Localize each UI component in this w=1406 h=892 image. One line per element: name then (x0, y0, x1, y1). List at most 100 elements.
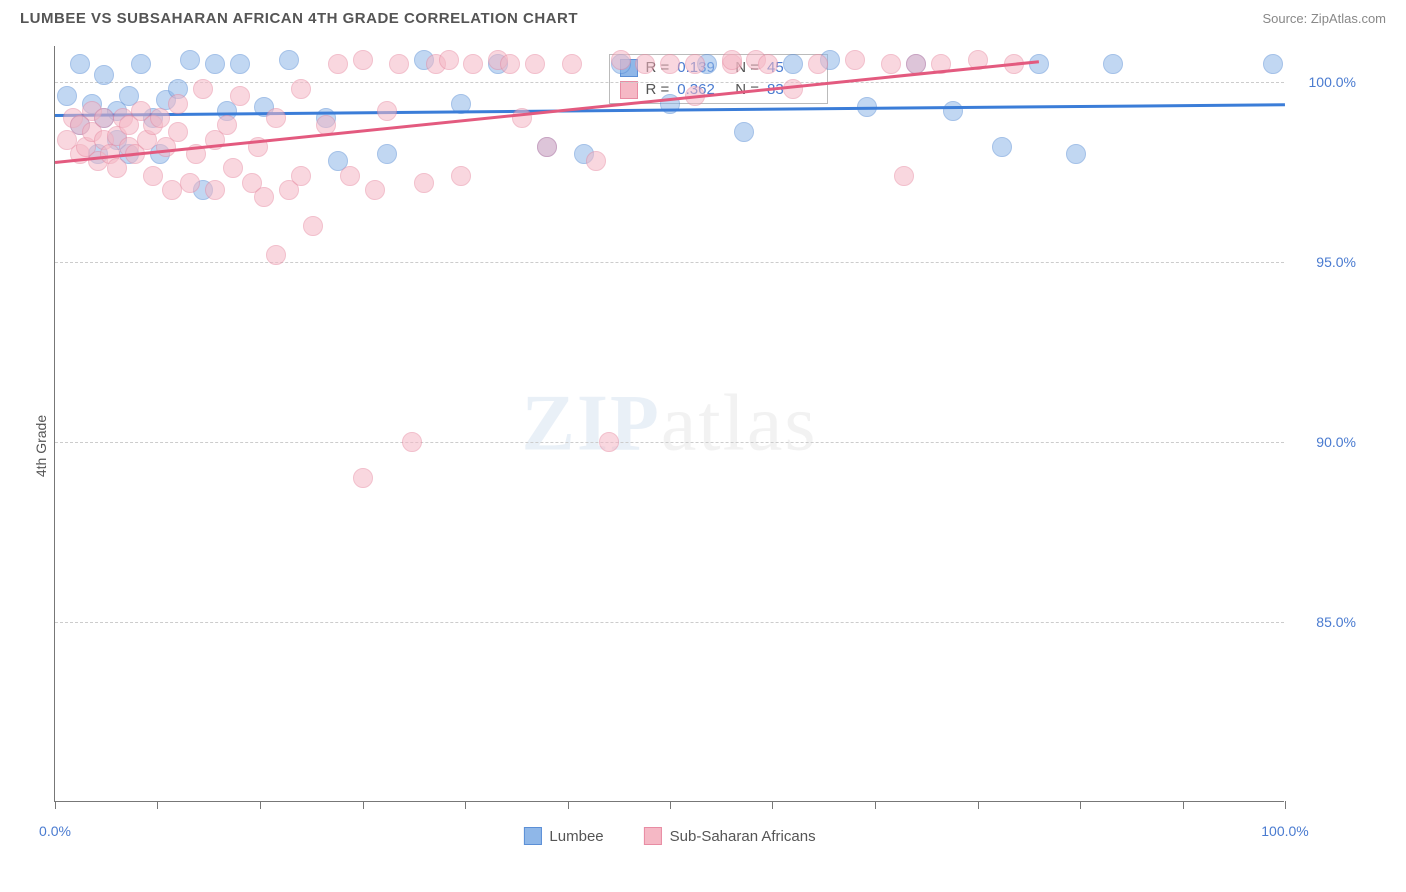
scatter-point (162, 180, 182, 200)
x-tick (772, 801, 773, 809)
scatter-point (599, 432, 619, 452)
chart-title: LUMBEE VS SUBSAHARAN AFRICAN 4TH GRADE C… (20, 10, 578, 27)
x-tick (55, 801, 56, 809)
scatter-point (279, 50, 299, 70)
scatter-point (586, 151, 606, 171)
scatter-point (94, 65, 114, 85)
scatter-point (894, 166, 914, 186)
scatter-point (635, 54, 655, 74)
scatter-point (70, 54, 90, 74)
scatter-point (266, 108, 286, 128)
scatter-point (1029, 54, 1049, 74)
gridline (55, 622, 1284, 623)
swatch-icon (523, 827, 541, 845)
scatter-point (463, 54, 483, 74)
scatter-point (223, 158, 243, 178)
x-tick (1080, 801, 1081, 809)
y-tick-label: 90.0% (1316, 434, 1356, 450)
scatter-point (57, 86, 77, 106)
gridline (55, 262, 1284, 263)
y-axis-label: 4th Grade (33, 415, 49, 477)
scatter-point (340, 166, 360, 186)
scatter-point (291, 166, 311, 186)
scatter-point (303, 216, 323, 236)
scatter-point (365, 180, 385, 200)
scatter-point (131, 54, 151, 74)
scatter-point (537, 137, 557, 157)
scatter-point (291, 79, 311, 99)
scatter-point (217, 115, 237, 135)
legend-label: Sub-Saharan Africans (670, 828, 816, 845)
swatch-icon (620, 81, 638, 99)
scatter-point (685, 54, 705, 74)
scatter-point (180, 173, 200, 193)
x-tick (1285, 801, 1286, 809)
scatter-point (943, 101, 963, 121)
x-tick (978, 801, 979, 809)
scatter-point (328, 54, 348, 74)
scatter-point (1263, 54, 1283, 74)
scatter-point (525, 54, 545, 74)
scatter-point (992, 137, 1012, 157)
scatter-point (439, 50, 459, 70)
legend: Lumbee Sub-Saharan Africans (523, 827, 815, 845)
scatter-point (353, 50, 373, 70)
scatter-point (1066, 144, 1086, 164)
scatter-point (451, 166, 471, 186)
scatter-point (783, 54, 803, 74)
scatter-point (808, 54, 828, 74)
gridline (55, 82, 1284, 83)
watermark: ZIPatlas (522, 378, 818, 469)
scatter-point (1103, 54, 1123, 74)
y-tick-label: 85.0% (1316, 614, 1356, 630)
scatter-point (205, 180, 225, 200)
scatter-point (168, 94, 188, 114)
scatter-chart: ZIPatlas R =0.139N =45R =0.362N =83 Lumb… (54, 46, 1284, 802)
scatter-point (562, 54, 582, 74)
scatter-point (402, 432, 422, 452)
scatter-point (722, 50, 742, 70)
scatter-point (512, 108, 532, 128)
scatter-point (205, 54, 225, 74)
scatter-point (107, 158, 127, 178)
scatter-point (193, 79, 213, 99)
scatter-point (180, 50, 200, 70)
x-tick (260, 801, 261, 809)
y-tick-label: 100.0% (1309, 74, 1356, 90)
x-tick (568, 801, 569, 809)
scatter-point (845, 50, 865, 70)
scatter-point (783, 79, 803, 99)
x-tick-label: 0.0% (39, 823, 71, 839)
swatch-icon (644, 827, 662, 845)
scatter-point (377, 101, 397, 121)
scatter-point (611, 50, 631, 70)
x-tick-label: 100.0% (1261, 823, 1308, 839)
scatter-point (254, 187, 274, 207)
scatter-point (143, 166, 163, 186)
y-tick-label: 95.0% (1316, 254, 1356, 270)
x-tick (1183, 801, 1184, 809)
scatter-point (230, 54, 250, 74)
scatter-point (414, 173, 434, 193)
scatter-point (150, 108, 170, 128)
scatter-point (94, 108, 114, 128)
scatter-point (881, 54, 901, 74)
scatter-point (758, 54, 778, 74)
scatter-point (660, 54, 680, 74)
chart-source: Source: ZipAtlas.com (1262, 11, 1386, 26)
x-tick (670, 801, 671, 809)
scatter-point (266, 245, 286, 265)
legend-label: Lumbee (549, 828, 603, 845)
gridline (55, 442, 1284, 443)
scatter-point (389, 54, 409, 74)
scatter-point (353, 468, 373, 488)
scatter-point (500, 54, 520, 74)
legend-item-subsaharan: Sub-Saharan Africans (644, 827, 816, 845)
x-tick (157, 801, 158, 809)
scatter-point (168, 122, 188, 142)
scatter-point (734, 122, 754, 142)
chart-header: LUMBEE VS SUBSAHARAN AFRICAN 4TH GRADE C… (0, 0, 1406, 33)
scatter-point (230, 86, 250, 106)
x-tick (465, 801, 466, 809)
legend-item-lumbee: Lumbee (523, 827, 603, 845)
